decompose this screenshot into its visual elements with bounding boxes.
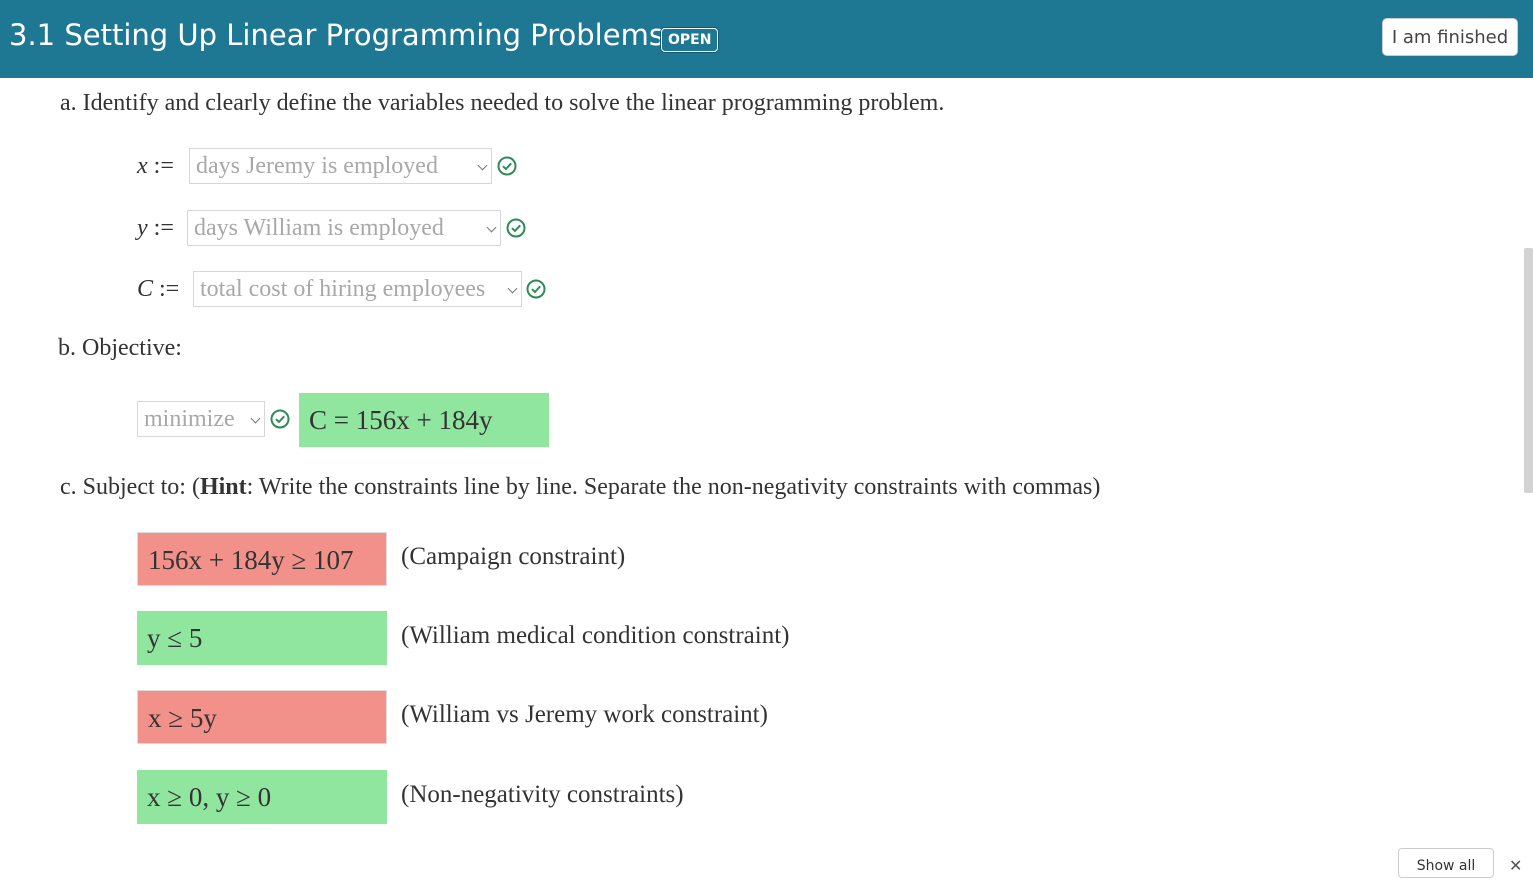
constraint-input[interactable]: y ≤ 5: [137, 611, 387, 665]
variable-c-select[interactable]: total cost of hiring employees: [193, 271, 522, 307]
constraint-label: (Non-negativity constraints): [401, 781, 684, 808]
constraint-label: (William vs Jeremy work constraint): [401, 701, 768, 728]
part-c-prompt: c. Subject to: (Hint: Write the constrai…: [60, 474, 1100, 501]
variable-y-label: y :=: [137, 215, 174, 242]
constraint-label: (William medical condition constraint): [401, 622, 790, 649]
check-circle-icon: [506, 218, 526, 238]
variable-symbol: C: [137, 276, 154, 302]
select-value: minimize: [144, 406, 235, 432]
check-circle-icon: [497, 156, 517, 176]
variable-x-select[interactable]: days Jeremy is employed: [189, 148, 492, 184]
close-icon[interactable]: ✕: [1509, 856, 1523, 875]
check-circle-icon: [270, 409, 290, 429]
constraint-label: (Campaign constraint): [401, 543, 626, 570]
finished-button[interactable]: I am finished: [1382, 18, 1518, 56]
scrollbar-thumb[interactable]: [1524, 248, 1533, 493]
variable-symbol: y: [137, 215, 148, 241]
part-a-prompt: a. Identify and clearly define the varia…: [60, 90, 945, 116]
part-c-prompt-suffix: : Write the constraints line by line. Se…: [246, 474, 1101, 500]
assign-operator: :=: [153, 276, 180, 302]
status-badge: OPEN: [661, 28, 719, 52]
part-b-prompt: b. Objective:: [58, 335, 182, 361]
variable-symbol: x: [137, 153, 148, 179]
constraint-input[interactable]: x ≥ 5y: [137, 690, 387, 744]
chevron-down-icon: [250, 413, 261, 424]
chevron-down-icon: [507, 283, 518, 294]
variable-c-label: C :=: [137, 276, 179, 303]
page-title: 3.1 Setting Up Linear Programming Proble…: [9, 18, 664, 52]
select-value: total cost of hiring employees: [200, 276, 486, 302]
assign-operator: :=: [147, 215, 174, 241]
top-bar: 3.1 Setting Up Linear Programming Proble…: [0, 0, 1533, 78]
assign-operator: :=: [147, 153, 174, 179]
check-circle-icon: [526, 279, 546, 299]
show-all-button[interactable]: Show all: [1398, 848, 1494, 878]
constraint-input[interactable]: 156x + 184y ≥ 107: [137, 532, 387, 586]
chevron-down-icon: [486, 222, 497, 233]
part-c-prompt-prefix: c. Subject to: (: [60, 474, 200, 500]
select-value: days William is employed: [194, 215, 444, 241]
variable-x-label: x :=: [137, 153, 174, 180]
hint-word: Hint: [199, 474, 247, 500]
chevron-down-icon: [477, 160, 488, 171]
variable-y-select[interactable]: days William is employed: [187, 210, 501, 246]
constraint-input[interactable]: x ≥ 0, y ≥ 0: [137, 770, 387, 824]
select-value: days Jeremy is employed: [196, 153, 438, 179]
objective-direction-select[interactable]: minimize: [137, 401, 265, 437]
objective-function-input[interactable]: C = 156x + 184y: [299, 393, 549, 447]
